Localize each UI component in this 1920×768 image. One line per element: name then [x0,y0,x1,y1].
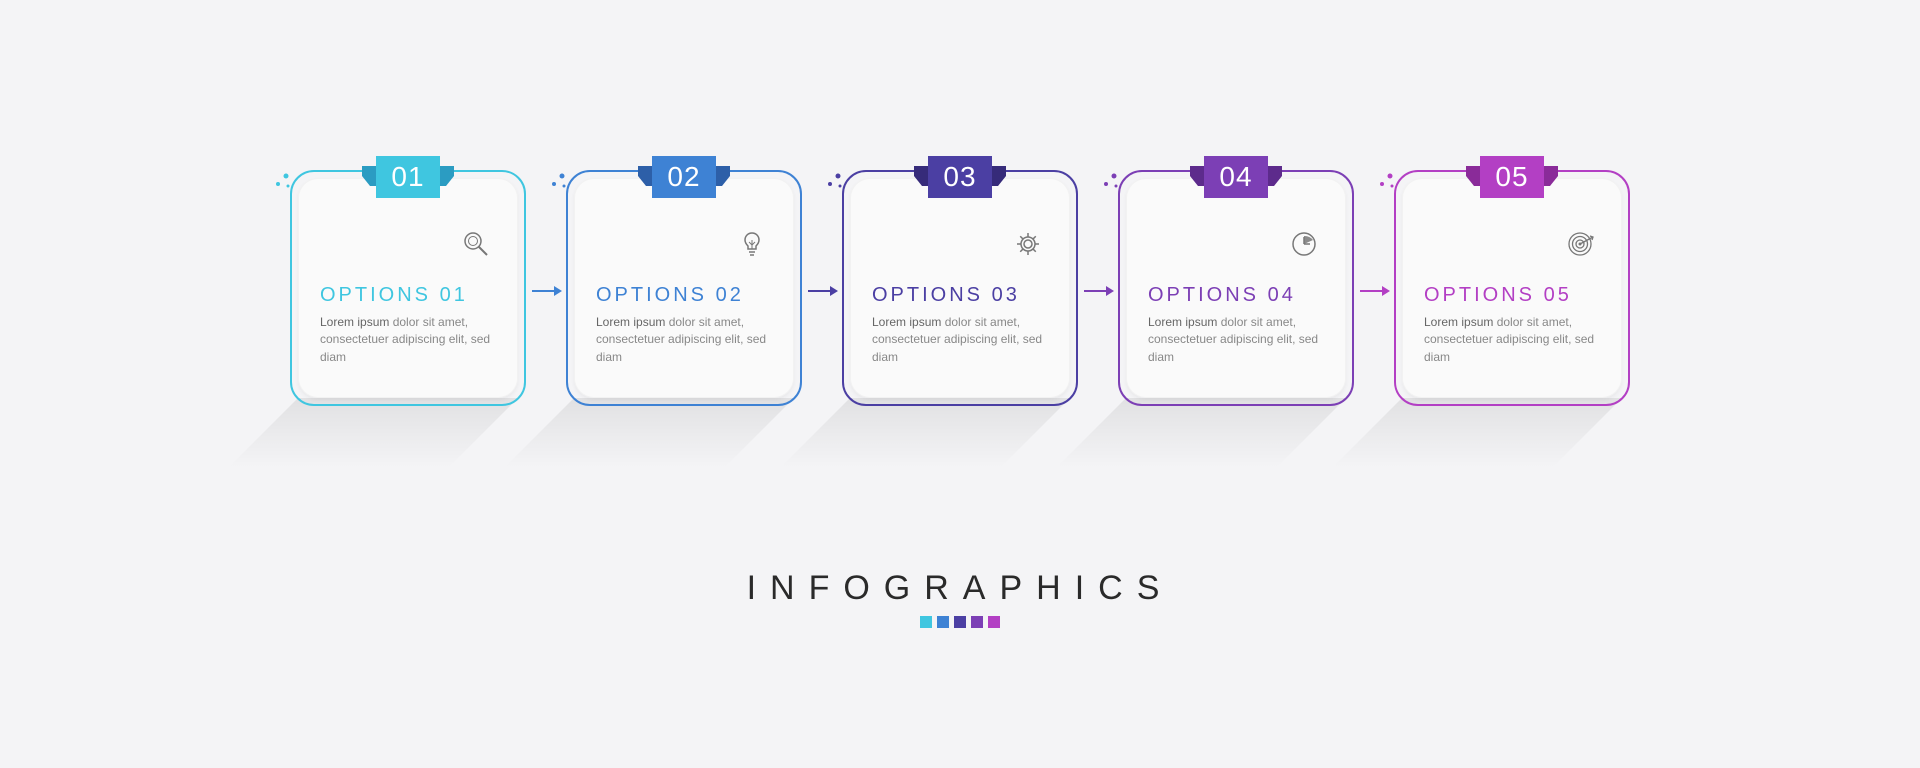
number-ribbon: 03 [928,156,992,198]
dots-decoration [826,172,844,190]
step-title: OPTIONS 03 [872,284,1020,307]
clock-icon [1290,230,1318,258]
footer-title: INFOGRAPHICS [747,569,1174,608]
color-swatch [988,616,1000,628]
card-shadow [228,398,518,468]
step-title: OPTIONS 05 [1424,284,1572,307]
target-icon [1566,230,1594,258]
card-shadow [1332,398,1622,468]
connector-arrow [808,284,838,296]
color-swatch [971,616,983,628]
step-body: Lorem ipsum dolor sit amet, consectetuer… [1148,314,1328,366]
number-ribbon: 04 [1204,156,1268,198]
card-shadow [780,398,1070,468]
step-number: 04 [1219,161,1252,193]
color-swatch [920,616,932,628]
gear-icon [1014,230,1042,258]
dots-decoration [1378,172,1396,190]
dots-decoration [274,172,292,190]
step-body: Lorem ipsum dolor sit amet, consectetuer… [872,314,1052,366]
step-body: Lorem ipsum dolor sit amet, consectetuer… [1424,314,1604,366]
number-ribbon: 05 [1480,156,1544,198]
step-number: 02 [667,161,700,193]
color-swatch [954,616,966,628]
step-body: Lorem ipsum dolor sit amet, consectetuer… [320,314,500,366]
connector-arrow [532,284,562,296]
connector-arrow [1360,284,1390,296]
magnifier-icon [462,230,490,258]
connector-arrow [1084,284,1114,296]
step-title: OPTIONS 02 [596,284,744,307]
lightbulb-icon [738,230,766,258]
dots-decoration [1102,172,1120,190]
step-number: 05 [1495,161,1528,193]
step-title: OPTIONS 04 [1148,284,1296,307]
step-body: Lorem ipsum dolor sit amet, consectetuer… [596,314,776,366]
step-number: 03 [943,161,976,193]
number-ribbon: 01 [376,156,440,198]
footer-swatches [920,616,1000,628]
step-title: OPTIONS 01 [320,284,468,307]
color-swatch [937,616,949,628]
dots-decoration [550,172,568,190]
card-shadow [1056,398,1346,468]
step-number: 01 [391,161,424,193]
card-shadow [504,398,794,468]
number-ribbon: 02 [652,156,716,198]
